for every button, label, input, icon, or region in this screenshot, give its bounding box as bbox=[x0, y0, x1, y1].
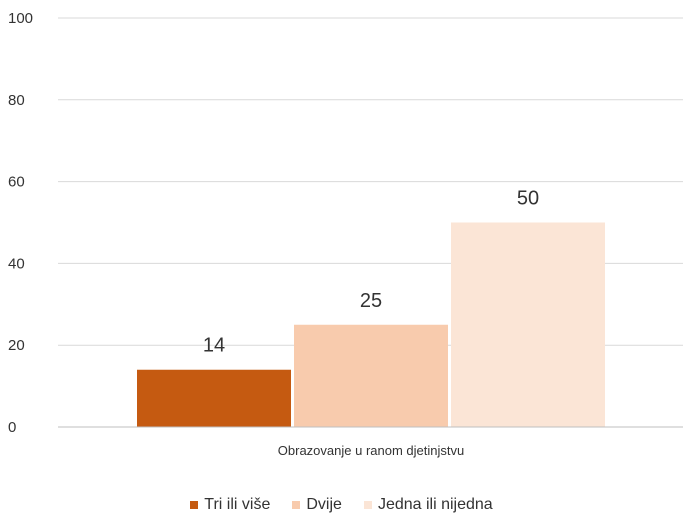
data-label-2: 25 bbox=[360, 290, 382, 312]
legend-swatch bbox=[292, 501, 301, 509]
legend-label: Jedna ili nijedna bbox=[377, 496, 493, 513]
y-axis-ticks: 0 20 40 60 80 100 bbox=[8, 10, 33, 436]
category-label: Obrazovanje u ranom djetinjstvu bbox=[278, 443, 464, 458]
legend-swatch bbox=[363, 501, 372, 509]
bar-2 bbox=[294, 324, 448, 427]
legend-item-3: Jedna ili nijedna bbox=[363, 496, 493, 514]
legend-swatch bbox=[190, 501, 199, 509]
bar-3 bbox=[451, 222, 605, 427]
data-label-3: 50 bbox=[517, 188, 539, 210]
y-tick-label: 0 bbox=[8, 419, 16, 436]
data-label-1: 14 bbox=[203, 335, 225, 357]
legend-label: Dvije bbox=[306, 496, 342, 513]
bars bbox=[137, 222, 605, 427]
bar-1 bbox=[137, 369, 291, 427]
legend: Tri ili više Dvije Jedna ili nijedna bbox=[0, 492, 683, 518]
legend-label: Tri ili više bbox=[204, 496, 271, 513]
data-labels: 14 25 50 bbox=[203, 188, 539, 357]
legend-item-2: Dvije bbox=[292, 496, 342, 514]
y-tick-label: 40 bbox=[8, 255, 25, 272]
y-tick-label: 20 bbox=[8, 337, 25, 354]
y-tick-label: 80 bbox=[8, 92, 25, 109]
legend-item-1: Tri ili više bbox=[190, 496, 270, 514]
y-tick-label: 100 bbox=[8, 10, 33, 27]
y-tick-label: 60 bbox=[8, 174, 25, 191]
